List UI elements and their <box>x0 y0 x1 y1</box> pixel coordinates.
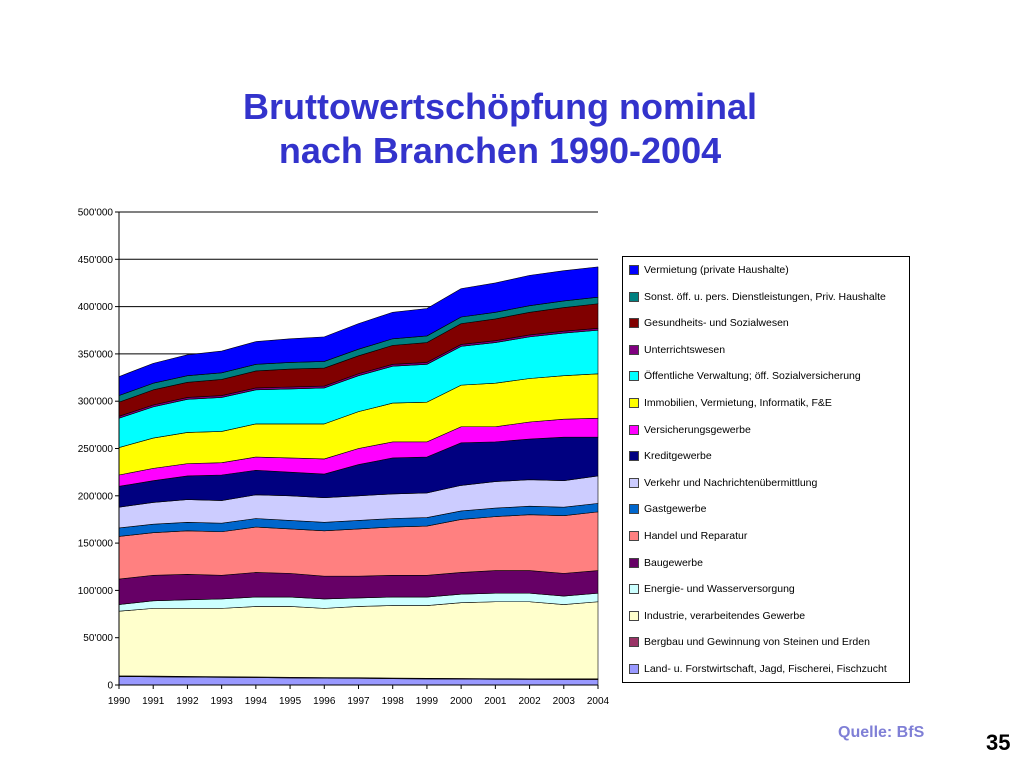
legend-swatch <box>629 504 639 515</box>
x-tick-label: 1997 <box>347 696 370 707</box>
area-layer <box>118 266 599 686</box>
legend-label: Baugewerbe <box>644 556 703 569</box>
legend-swatch <box>629 531 639 541</box>
legend-swatch <box>629 265 639 275</box>
legend-label: Sonst. öff. u. pers. Dienstleistungen, P… <box>644 290 886 303</box>
y-tick-label: 0 <box>107 681 113 692</box>
legend-item: Baugewerbe <box>629 556 703 570</box>
legend-swatch <box>629 398 639 408</box>
x-tick-label: 2002 <box>518 696 541 707</box>
x-tick-label: 1995 <box>279 696 302 707</box>
y-tick-label: 400'000 <box>78 302 114 313</box>
legend-label: Energie- und Wasserversorgung <box>644 583 795 596</box>
x-tick-label: 2004 <box>587 696 610 707</box>
legend-label: Immobilien, Vermietung, Informatik, F&E <box>644 397 832 409</box>
x-tick-label: 1998 <box>382 696 405 707</box>
axis-layer: 0 50'000 100'000 150'000 200'000 250'000 300'0… <box>78 208 610 708</box>
legend-item: Unterrichtswesen <box>629 343 725 357</box>
area-series <box>118 601 599 680</box>
title-line-1: Bruttowertschöpfung nominal <box>243 86 757 127</box>
x-tick-label: 1992 <box>176 696 199 707</box>
x-tick-label: 1994 <box>245 696 268 707</box>
x-tick-label: 2003 <box>553 696 576 707</box>
legend-label: Öffentliche Verwaltung; öff. Sozialversi… <box>644 370 861 383</box>
y-tick-label: 250'000 <box>78 444 114 455</box>
legend-item: Immobilien, Vermietung, Informatik, F&E <box>629 396 832 410</box>
y-tick-label: 350'000 <box>78 349 114 360</box>
x-tick-label: 1991 <box>142 696 165 707</box>
y-tick-label: 300'000 <box>78 397 114 408</box>
legend-item: Bergbau und Gewinnung von Steinen und Er… <box>629 635 870 649</box>
x-tick-label: 1999 <box>416 696 439 707</box>
source-label: Quelle: BfS <box>838 724 925 741</box>
y-tick-label: 150'000 <box>78 539 114 550</box>
legend-item: Handel und Reparatur <box>629 529 747 543</box>
legend-swatch <box>629 318 639 329</box>
legend-label: Industrie, verarbeitendes Gewerbe <box>644 609 806 622</box>
legend-label: Gastgewerbe <box>644 503 707 516</box>
legend-swatch <box>629 557 639 568</box>
legend-label: Versicherungsgewerbe <box>644 423 751 436</box>
legend-item: Industrie, verarbeitendes Gewerbe <box>629 609 805 623</box>
title-line-2: nach Branchen 1990-2004 <box>278 130 722 171</box>
legend-item: Vermietung (private Haushalte) <box>629 263 789 277</box>
x-tick-label: 1993 <box>211 696 234 707</box>
legend-label: Handel und Reparatur <box>644 530 748 542</box>
legend-swatch <box>629 477 639 488</box>
x-tick-label: 2001 <box>484 696 507 707</box>
chart-title: Bruttowertschöpfung nominal nach Branche… <box>180 85 820 173</box>
legend-item: Öffentliche Verwaltung; öff. Sozialversi… <box>629 369 861 383</box>
legend-swatch <box>629 291 639 302</box>
legend-item: Gesundheits- und Sozialwesen <box>629 316 789 330</box>
area-series <box>118 266 599 396</box>
x-tick-label: 1990 <box>108 696 131 707</box>
y-tick-label: 450'000 <box>78 255 114 266</box>
legend-label: Kreditgewerbe <box>644 450 712 463</box>
legend-swatch <box>629 584 639 595</box>
legend-swatch <box>629 610 639 621</box>
page-number: 35 <box>986 730 1011 755</box>
legend-item: Kreditgewerbe <box>629 449 712 463</box>
x-tick-label: 2000 <box>450 696 473 707</box>
y-tick-label: 100'000 <box>78 586 114 597</box>
legend-swatch <box>629 637 639 648</box>
legend-label: Bergbau und Gewinnung von Steinen und Er… <box>644 636 870 649</box>
x-tick-label: 1996 <box>313 696 336 707</box>
y-tick-label: 200'000 <box>78 491 114 502</box>
y-tick-label: 50'000 <box>83 633 113 644</box>
legend-item: Energie- und Wasserversorgung <box>629 582 795 596</box>
legend-label: Verkehr und Nachrichtenübermittlung <box>644 476 818 489</box>
legend-item: Land- u. Forstwirtschaft, Jagd, Fischere… <box>629 662 887 676</box>
legend-swatch <box>629 451 639 462</box>
legend-item: Sonst. öff. u. pers. Dienstleistungen, P… <box>629 290 886 304</box>
legend-label: Land- u. Forstwirtschaft, Jagd, Fischere… <box>644 663 887 675</box>
legend-swatch <box>629 424 639 435</box>
legend-swatch <box>629 664 639 674</box>
y-tick-label: 500'000 <box>78 208 114 219</box>
legend-item: Verkehr und Nachrichtenübermittlung <box>629 476 817 490</box>
legend-swatch <box>629 344 639 355</box>
legend-item: Versicherungsgewerbe <box>629 423 751 437</box>
legend-label: Unterrichtswesen <box>644 343 726 356</box>
legend-swatch <box>629 371 639 382</box>
legend-label: Vermietung (private Haushalte) <box>644 264 789 276</box>
legend-label: Gesundheits- und Sozialwesen <box>644 317 789 330</box>
legend-item: Gastgewerbe <box>629 502 706 516</box>
legend: Vermietung (private Haushalte) Sonst. öff… <box>622 256 910 683</box>
